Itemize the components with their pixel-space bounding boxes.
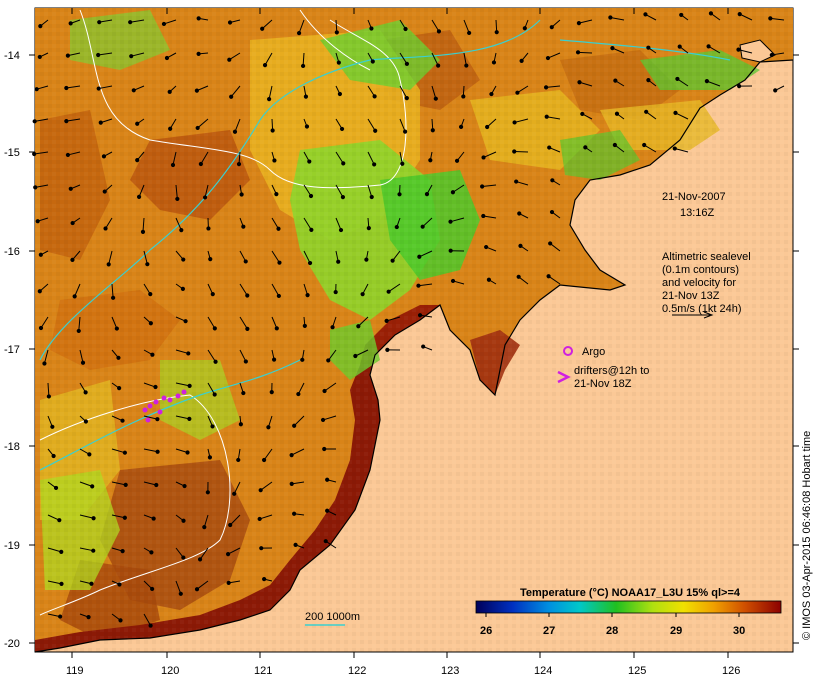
drifters-label-1: drifters@12h to	[574, 365, 649, 377]
colorbar-tick-label: 30	[733, 625, 745, 637]
scale-arrow	[672, 311, 714, 319]
altimetry-line: (0.1m contours)	[662, 264, 739, 276]
axes: 119 120 121 122 123 124 125 126 -14 -15 -16 -17 -18 -…	[4, 8, 799, 677]
island-outline	[739, 39, 776, 63]
colorbar: Temperature (°C) NOAA17_L3U 15% ql>=4 26…	[475, 587, 782, 637]
ocean-sst-field	[35, 8, 793, 652]
drifters-legend: drifters@12h to 21-Nov 18Z	[557, 365, 649, 390]
drifters-label-2: 21-Nov 18Z	[574, 378, 632, 390]
credit-text: © IMOS 03-Apr-2015 06:46:08 Hobart time	[801, 431, 813, 640]
lat-tick-label: -14	[4, 50, 20, 62]
lat-tick-label: -15	[4, 147, 20, 159]
image-time: 13:16Z	[680, 207, 715, 219]
lon-tick-label: 123	[441, 665, 459, 677]
velocity-vectors	[32, 11, 785, 628]
drifter-marker	[557, 370, 571, 384]
colorbar-tick-label: 26	[480, 625, 492, 637]
altimetry-line: 0.5m/s (1kt 24h)	[662, 303, 741, 315]
argo-legend: Argo	[563, 346, 605, 358]
altimetry-line: 21-Nov 13Z	[662, 290, 720, 302]
altimetry-note: Altimetric sealevel (0.1m contours) and …	[662, 251, 751, 319]
lat-tick-label: -17	[4, 344, 20, 356]
coastline	[34, 59, 794, 653]
colorbar-tick-label: 29	[670, 625, 682, 637]
lat-tick-label: -20	[4, 638, 20, 650]
lon-tick-label: 121	[254, 665, 272, 677]
colorbar-title: Temperature (°C) NOAA17_L3U 15% ql>=4	[520, 587, 741, 599]
lon-tick-label: 126	[722, 665, 740, 677]
sealevel-contours	[39, 9, 407, 616]
lat-tick-label: -19	[4, 540, 20, 552]
altimetry-line: Altimetric sealevel	[662, 251, 751, 263]
lon-tick-label: 124	[534, 665, 552, 677]
altimetry-line: and velocity for	[662, 277, 736, 289]
depth-legend-label: 200 1000m	[305, 611, 360, 623]
lon-tick-label: 120	[161, 665, 179, 677]
lon-tick-label: 125	[628, 665, 646, 677]
drifter-tracks	[142, 389, 187, 423]
colorbar-gradient	[475, 600, 782, 614]
image-date: 21-Nov-2007	[662, 191, 726, 203]
lat-tick-label: -16	[4, 246, 20, 258]
lon-tick-label: 122	[348, 665, 366, 677]
lon-tick-label: 119	[66, 665, 84, 677]
argo-marker	[563, 346, 573, 356]
depth-legend: 200 1000m	[305, 611, 360, 626]
argo-label: Argo	[582, 346, 605, 358]
colorbar-tick-label: 28	[606, 625, 618, 637]
colorbar-tick-label: 27	[543, 625, 555, 637]
lat-tick-label: -18	[4, 441, 20, 453]
